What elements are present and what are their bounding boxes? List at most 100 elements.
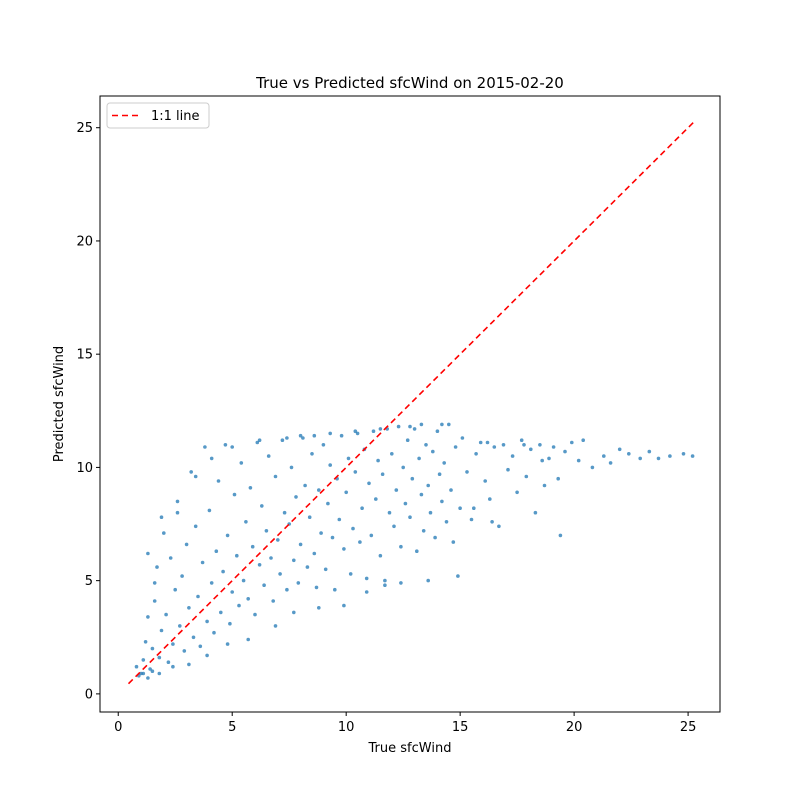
scatter-point (399, 544, 403, 549)
scatter-point (426, 483, 431, 488)
scatter-point (146, 676, 150, 680)
scatter-point (182, 649, 187, 653)
scatter-point (264, 529, 269, 533)
scatter-point (319, 531, 323, 535)
scatter-point (292, 558, 296, 563)
scatter-point (148, 667, 152, 671)
scatter-point (193, 524, 198, 529)
scatter-point (431, 449, 435, 454)
scatter-point (150, 669, 155, 673)
scatter-point (387, 510, 392, 515)
scatter-point (394, 488, 399, 492)
scatter-point (415, 549, 419, 553)
scatter-point (141, 671, 146, 676)
y-tick-label: 15 (76, 348, 93, 363)
y-tick-label: 0 (85, 687, 93, 702)
y-axis-label: Predicted sfcWind (52, 346, 67, 462)
scatter-point (230, 445, 234, 449)
x-tick-label: 20 (566, 720, 583, 735)
scatter-point (576, 458, 581, 463)
scatter-point (617, 447, 622, 452)
scatter-point (141, 658, 146, 662)
scatter-point (440, 422, 444, 427)
scatter-point (205, 619, 209, 624)
scatter-point (246, 597, 250, 601)
scatter-point (328, 431, 333, 436)
scatter-point (369, 533, 374, 538)
scatter-point (351, 526, 355, 531)
scatter-point (497, 524, 501, 529)
scatter-point (175, 499, 180, 504)
scatter-point (237, 603, 241, 608)
scatter-point (376, 458, 380, 463)
scatter-point (312, 433, 317, 438)
scatter-points (134, 422, 695, 680)
scatter-point (453, 445, 458, 449)
scatter-point (353, 470, 358, 474)
scatter-point (538, 443, 542, 447)
scatter-point (647, 449, 652, 454)
y-axis: 0 5 10 15 20 25 (76, 121, 100, 702)
scatter-point (225, 642, 230, 646)
scatter-point (399, 581, 403, 585)
scatter-point (342, 547, 346, 551)
scatter-point (207, 508, 212, 513)
scatter-point (627, 452, 631, 456)
scatter-point (383, 578, 387, 583)
scatter-point (542, 483, 547, 488)
reference-line-1-1 (127, 120, 696, 685)
scatter-point (230, 590, 234, 594)
scatter-point (191, 635, 196, 640)
scatter-point (383, 583, 387, 587)
scatter-point (364, 576, 369, 581)
scatter-point (292, 610, 296, 615)
legend-box (106, 102, 210, 129)
scatter-point (510, 454, 515, 458)
scatter-point (285, 436, 289, 440)
scatter-point (250, 544, 255, 549)
scatter-point (529, 447, 533, 452)
scatter-point (225, 533, 230, 538)
scatter-point (378, 427, 383, 431)
scatter-point (219, 610, 223, 615)
scatter-point (317, 606, 321, 610)
scatter-point (519, 438, 524, 443)
scatter-point (155, 565, 159, 569)
scatter-point (501, 443, 506, 447)
x-tick-label: 5 (228, 720, 236, 735)
scatter-point (307, 515, 312, 519)
scatter-point (339, 433, 344, 438)
scatter-point (317, 488, 321, 492)
scatter-point (257, 438, 262, 443)
scatter-point (273, 474, 278, 479)
scatter-point (235, 553, 239, 558)
scatter-point (371, 429, 376, 434)
scatter-point (171, 642, 175, 646)
scatter-point (180, 574, 184, 578)
scatter-point (146, 551, 150, 556)
scatter-point (474, 452, 478, 456)
legend: 1:1 line (106, 102, 210, 129)
scatter-point (330, 535, 335, 540)
scatter-point (408, 515, 412, 519)
scatter-point (328, 463, 333, 467)
plot-frame (99, 95, 721, 713)
scatter-point (426, 578, 431, 583)
scatter-point (478, 440, 483, 445)
scatter-point (403, 501, 408, 506)
scatter-point (547, 456, 551, 461)
scatter-point (134, 664, 139, 669)
scatter-point (223, 443, 228, 447)
scatter-point (193, 474, 198, 479)
scatter-point (563, 449, 567, 454)
scatter-point (162, 531, 166, 535)
scatter-point (433, 535, 437, 540)
scatter-point (157, 655, 162, 660)
scatter-point (412, 427, 417, 431)
scatter-point (152, 599, 157, 603)
scatter-point (271, 599, 276, 603)
scatter-point (342, 603, 346, 608)
scatter-point (157, 671, 162, 676)
scatter-point (296, 581, 301, 585)
scatter-point (465, 470, 469, 474)
